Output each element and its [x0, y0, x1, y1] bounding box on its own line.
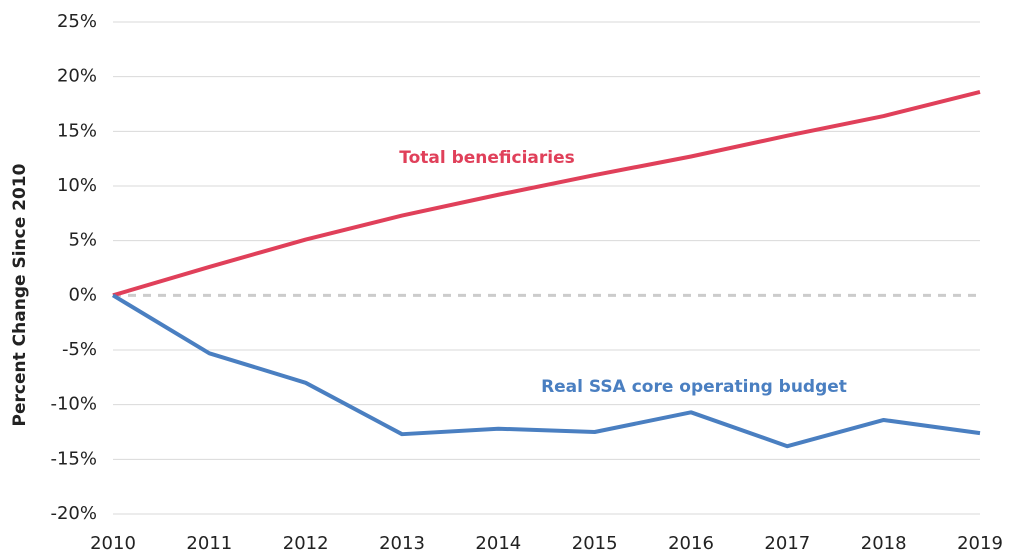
y-tick-label: 10% [57, 175, 97, 196]
series-line [111, 293, 981, 449]
x-tick-label: 2019 [957, 533, 1003, 554]
y-tick-label: -20% [50, 503, 97, 524]
x-tick-label: 2018 [861, 533, 907, 554]
x-tick-label: 2012 [283, 533, 329, 554]
x-tick-label: 2010 [90, 533, 136, 554]
y-tick-label: 20% [57, 66, 97, 87]
series-line [112, 90, 981, 298]
y-tick-label: 25% [57, 11, 97, 32]
y-axis-title: Percent Change Since 2010 [10, 163, 30, 426]
x-tick-label: 2016 [668, 533, 714, 554]
series-label: Total beneficiaries [399, 148, 575, 168]
y-tick-label: -15% [50, 448, 97, 469]
y-tick-label: -5% [62, 339, 97, 360]
x-tick-label: 2017 [764, 533, 810, 554]
y-tick-label: 5% [68, 230, 97, 251]
x-tick-label: 2013 [379, 533, 425, 554]
x-tick-label: 2015 [572, 533, 618, 554]
y-tick-label: 15% [57, 120, 97, 141]
y-tick-label: 0% [68, 284, 97, 305]
x-tick-label: 2014 [475, 533, 521, 554]
x-tick-label: 2011 [186, 533, 232, 554]
y-tick-label: -10% [50, 394, 97, 415]
series-label: Real SSA core operating budget [541, 377, 847, 397]
